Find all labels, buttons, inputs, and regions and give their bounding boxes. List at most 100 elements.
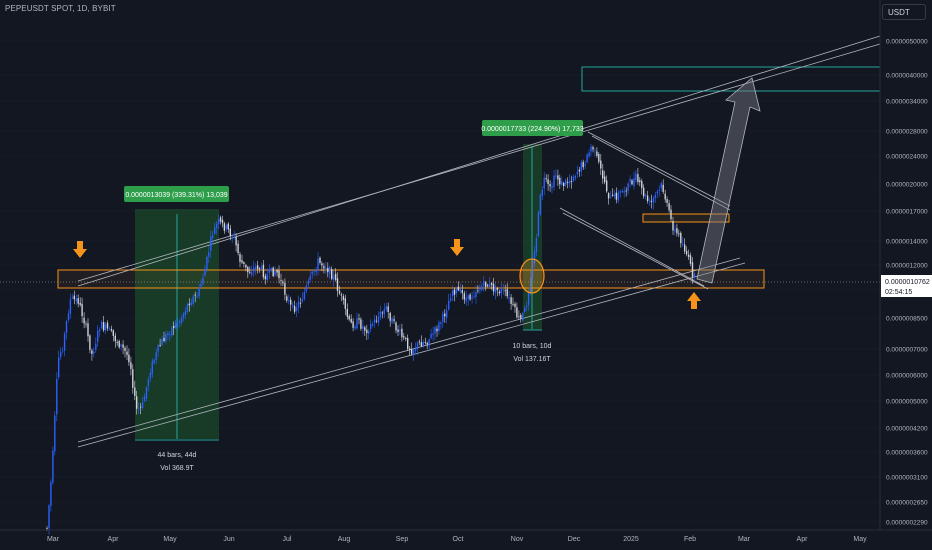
candle-body (134, 387, 136, 396)
resistance-zone-small[interactable] (642, 213, 730, 223)
candle-body (533, 251, 536, 264)
candle-body (496, 288, 499, 291)
candle-body (73, 295, 75, 300)
candle-body (126, 351, 128, 355)
candle-body (81, 303, 83, 317)
candle-body (223, 223, 226, 231)
candle-body (293, 306, 296, 312)
candle-body (590, 146, 592, 152)
y-tick-label: 0.0000012000 (886, 263, 928, 270)
candle-body (596, 151, 598, 156)
candle-body (83, 317, 85, 324)
y-tick-label: 0.0000020000 (886, 182, 928, 189)
candle-body (539, 194, 541, 214)
candle-body (424, 342, 426, 343)
candle-body (428, 339, 430, 346)
candle-body (627, 183, 629, 191)
candle-body (196, 296, 198, 298)
candle-body (52, 450, 54, 483)
candle-body (200, 283, 202, 287)
candle-body (161, 339, 163, 345)
support-zone[interactable] (57, 269, 765, 289)
x-tick-label: Aug (338, 536, 351, 543)
candle-body (645, 195, 647, 196)
candle-body (108, 328, 111, 330)
candle-body (225, 225, 228, 230)
candle-body (93, 351, 95, 354)
candle-body (508, 297, 510, 299)
candle-body (102, 322, 105, 331)
candle-body (67, 313, 70, 321)
candle-body (650, 200, 653, 202)
x-tick-label: Apr (797, 536, 809, 543)
candle-body (490, 283, 493, 285)
candle-body (498, 291, 501, 294)
candle-body (169, 334, 171, 336)
candle-body (301, 299, 304, 302)
candle-body (313, 270, 315, 272)
candle-body (607, 193, 610, 199)
candle-body (547, 179, 549, 185)
candle-body (184, 311, 187, 315)
candle-body (292, 304, 294, 307)
candle-body (565, 180, 567, 185)
y-tick-label: 0.0000014000 (886, 239, 928, 246)
candle-body (149, 372, 152, 379)
candle-body (290, 299, 292, 305)
candle-body (541, 190, 543, 196)
candle-body (426, 343, 428, 345)
candle-body (231, 237, 233, 239)
candle-body (609, 196, 612, 198)
candle-body (159, 345, 161, 346)
x-tick-label: Nov (511, 536, 524, 543)
candle-body (481, 286, 483, 290)
candle-body (414, 348, 417, 351)
measure1-vol-text: Vol 368.9T (160, 465, 194, 472)
candle-body (639, 180, 641, 183)
candle-body (63, 333, 66, 351)
candle-body (646, 195, 649, 201)
candle-body (194, 294, 196, 296)
candle-body (568, 180, 571, 184)
candle-body (371, 324, 374, 326)
candle-body (485, 282, 487, 287)
candle-body (370, 323, 372, 330)
symbol-header: PEPEUSDT SPOT, 1D, BYBIT (5, 4, 116, 13)
candle-body (617, 192, 620, 201)
descending-channel[interactable] (559, 131, 731, 290)
candle-body (672, 221, 674, 231)
candle-body (438, 322, 440, 331)
candle-body (412, 350, 415, 355)
candle-body (153, 360, 155, 363)
candle-body (348, 315, 350, 320)
candle-body (619, 191, 621, 193)
x-tick-label: Mar (47, 536, 60, 543)
candle-body (475, 292, 477, 298)
candle-body (87, 323, 89, 337)
candles[interactable] (46, 143, 696, 535)
candle-body (239, 254, 241, 262)
candle-body (393, 319, 395, 321)
candle-body (524, 308, 526, 312)
countdown-text: 02:54:15 (885, 289, 912, 296)
candle-body (245, 264, 247, 268)
price-axis-ticks: 0.0000050000 0.0000040000 0.0000034000 0.00… (886, 39, 928, 527)
currency-button[interactable]: USDT (882, 4, 926, 20)
candle-body (656, 191, 659, 194)
candle-body (210, 236, 212, 251)
candle-body (529, 277, 532, 293)
candle-body (124, 347, 126, 351)
candle-body (693, 273, 696, 278)
candle-body (389, 312, 391, 321)
candle-body (418, 341, 421, 343)
candle-body (629, 179, 631, 182)
candle-body (668, 203, 670, 211)
candle-body (422, 342, 424, 346)
candle-body (61, 350, 64, 352)
projection-arrow (696, 77, 761, 284)
candle-body (321, 263, 323, 266)
candle-body (253, 267, 255, 272)
candle-body (436, 328, 438, 332)
candle-body (219, 217, 222, 222)
